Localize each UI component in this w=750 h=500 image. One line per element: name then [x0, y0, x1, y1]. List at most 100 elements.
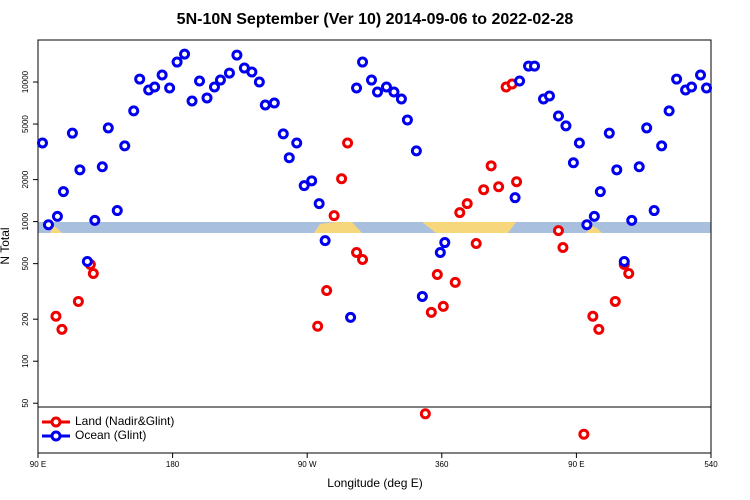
- data-point: [313, 198, 325, 210]
- data-point: [186, 95, 198, 107]
- data-point: [461, 198, 473, 210]
- data-point: [425, 306, 437, 318]
- data-point: [56, 323, 68, 335]
- data-point: [434, 246, 446, 258]
- data-point: [57, 186, 69, 198]
- data-point: [253, 76, 265, 88]
- data-point: [179, 48, 191, 60]
- data-point: [587, 310, 599, 322]
- data-point: [328, 210, 340, 222]
- data-point: [611, 164, 623, 176]
- data-point: [560, 120, 572, 132]
- data-point: [277, 128, 289, 140]
- x-tick-label: 90 W: [298, 460, 317, 469]
- data-point: [594, 186, 606, 198]
- y-tick-label: 200: [21, 312, 30, 326]
- data-point: [439, 237, 451, 249]
- data-point: [201, 92, 213, 104]
- data-point: [618, 255, 630, 267]
- legend: Land (Nadir&Glint) Ocean (Glint): [42, 414, 174, 442]
- data-point: [342, 137, 354, 149]
- data-point: [493, 181, 505, 193]
- legend-label: Land (Nadir&Glint): [75, 414, 174, 428]
- data-point: [366, 74, 378, 86]
- data-point: [626, 214, 638, 226]
- data-point: [268, 97, 280, 109]
- data-point: [581, 219, 593, 231]
- data-point: [671, 73, 683, 85]
- data-point: [648, 205, 660, 217]
- data-point: [214, 74, 226, 86]
- data-point: [306, 175, 318, 187]
- data-point: [593, 323, 605, 335]
- data-point: [336, 173, 348, 185]
- data-point: [283, 152, 295, 164]
- legend-marker: [50, 416, 62, 428]
- data-point: [357, 254, 369, 266]
- data-point: [641, 122, 653, 134]
- ocean-band: [38, 222, 711, 233]
- data-point: [410, 145, 422, 157]
- data-point: [543, 90, 555, 102]
- data-point: [357, 56, 369, 68]
- data-point: [478, 184, 490, 196]
- data-point: [351, 246, 363, 258]
- data-point: [351, 82, 363, 94]
- data-point: [552, 225, 564, 237]
- data-point: [588, 210, 600, 222]
- y-tick-label: 50: [21, 398, 30, 407]
- data-point: [171, 56, 183, 68]
- x-tick-label: 180: [166, 460, 180, 469]
- y-tick-label: 10000: [21, 70, 30, 93]
- data-point: [149, 81, 161, 93]
- legend-marker: [50, 430, 62, 442]
- data-point: [291, 137, 303, 149]
- x-tick-label: 90 E: [30, 460, 46, 469]
- data-point: [701, 82, 713, 94]
- data-point: [609, 295, 621, 307]
- data-point: [380, 81, 392, 93]
- data-point: [246, 66, 258, 78]
- data-point: [134, 73, 146, 85]
- data-point: [164, 82, 176, 94]
- data-point: [194, 75, 206, 87]
- data-point: [623, 267, 635, 279]
- data-point: [485, 160, 497, 172]
- x-axis-label: Longitude (deg E): [327, 476, 422, 490]
- data-point: [128, 105, 140, 117]
- data-point: [223, 67, 235, 79]
- data-point: [663, 105, 675, 117]
- data-point: [51, 210, 63, 222]
- data-point: [578, 428, 590, 440]
- data-point: [437, 300, 449, 312]
- y-tick-label: 5000: [21, 115, 30, 133]
- data-point: [419, 408, 431, 420]
- x-tick-label: 360: [435, 460, 449, 469]
- data-point: [72, 295, 84, 307]
- data-point: [42, 219, 54, 231]
- data-point: [102, 122, 114, 134]
- data-point: [431, 268, 443, 280]
- y-tick-label: 500: [21, 256, 30, 270]
- data-point: [231, 49, 243, 61]
- map-strip: [38, 222, 711, 233]
- data-point: [111, 205, 123, 217]
- data-point: [557, 242, 569, 254]
- data-point: [156, 69, 168, 81]
- data-point: [89, 214, 101, 226]
- y-tick-label: 1000: [21, 212, 30, 230]
- data-point: [87, 267, 99, 279]
- x-tick-label: 540: [704, 460, 718, 469]
- data-point: [656, 140, 668, 152]
- data-point: [259, 99, 271, 111]
- data-point: [395, 93, 407, 105]
- data-point: [388, 86, 400, 98]
- data-point: [401, 114, 413, 126]
- data-point: [470, 237, 482, 249]
- x-tick-label: 90 E: [568, 460, 584, 469]
- data-point: [74, 164, 86, 176]
- data-point: [509, 192, 521, 204]
- data-point: [96, 161, 108, 173]
- data-point: [511, 176, 523, 188]
